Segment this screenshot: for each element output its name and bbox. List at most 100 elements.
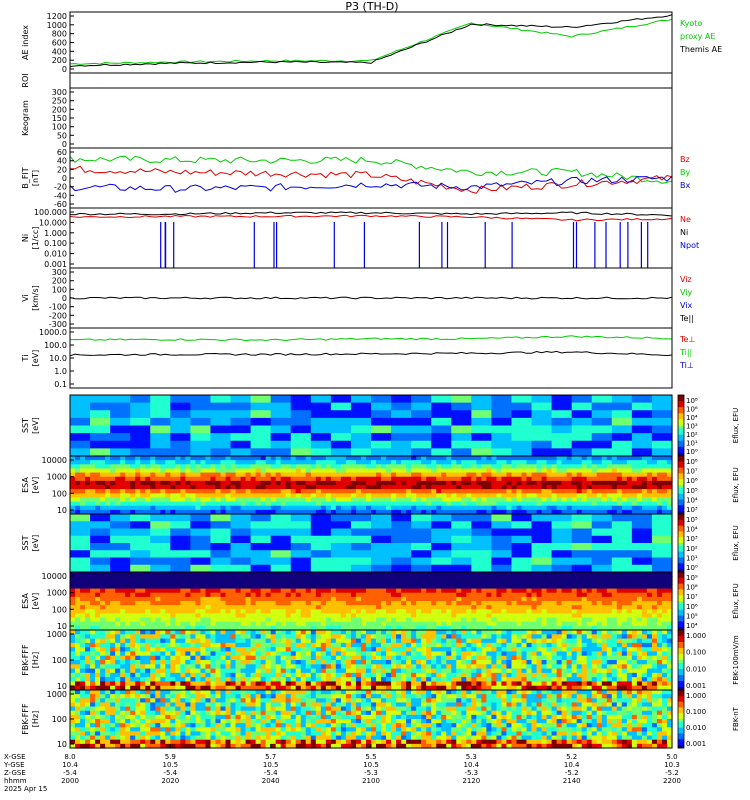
spectrogram-cell [360, 672, 367, 678]
spectrogram-cell [636, 501, 643, 507]
spectrogram-cell [360, 668, 367, 674]
spectrogram-cell [355, 625, 362, 631]
spectrogram-cell [290, 472, 297, 478]
spectrogram-cell [350, 601, 357, 606]
spectrogram-cell [391, 468, 397, 474]
spectrogram-cell [115, 472, 121, 478]
spectrogram-cell [165, 613, 171, 619]
spectrogram-cell [551, 402, 573, 411]
spectrogram-cell [461, 601, 467, 606]
spectrogram-cell [406, 596, 412, 602]
spectrogram-cell [330, 601, 337, 606]
spectrogram-cell [295, 642, 302, 648]
spectrogram-cell [125, 681, 131, 687]
spectrogram-cell [335, 480, 342, 486]
spectrogram-cell [661, 601, 668, 606]
y-tick-label: 100 [52, 123, 67, 132]
spectrogram-cell [611, 514, 633, 522]
spectrogram-cell [220, 685, 227, 691]
spectrogram-cell [110, 664, 116, 670]
spectrogram-cell [260, 655, 267, 661]
spectrogram-cell [340, 464, 347, 470]
spectrogram-cell [105, 592, 111, 598]
spectrogram-cell [646, 596, 653, 602]
spectrogram-cell [496, 588, 503, 594]
spectrogram-cell [245, 476, 252, 482]
spectrogram-cell [170, 489, 176, 494]
spectrogram-cell [150, 535, 171, 544]
y-tick-label: 50 [57, 131, 67, 140]
spectrogram-cell [130, 588, 136, 594]
spectrogram-cell [571, 557, 593, 566]
spectrogram-cell [631, 588, 638, 594]
spectrogram-cell [105, 668, 111, 674]
spectrogram-cell [591, 489, 598, 494]
spectrogram-cell [150, 681, 156, 687]
spectrogram-cell [145, 655, 151, 661]
spectrogram-cell [110, 588, 116, 594]
spectrogram-cell [421, 572, 427, 577]
spectrogram-cell [120, 464, 126, 470]
spectrogram-cell [371, 521, 392, 530]
spectrogram-cell [666, 613, 673, 619]
spectrogram-cell [350, 417, 372, 427]
spectrogram-cell [365, 621, 372, 627]
y-tick-label: 0.100 [44, 239, 67, 248]
spectrogram-cell [195, 493, 202, 499]
spectrogram-cell [250, 584, 257, 590]
spectrogram-cell [345, 621, 352, 627]
spectrogram-cell [571, 402, 593, 411]
spectrogram-cell [85, 672, 91, 678]
spectrogram-cell [376, 501, 382, 507]
spectrogram-cell [461, 497, 467, 503]
spectrogram-cell [165, 677, 171, 683]
spectrogram-cell [626, 468, 633, 474]
spectrogram-cell [350, 535, 372, 544]
spectrogram-cell [451, 564, 472, 573]
spectrogram-cell [235, 489, 242, 494]
spectrogram-cell [230, 395, 252, 404]
spectrogram-cell [290, 489, 297, 494]
spectrogram-cell [641, 480, 648, 486]
spectrogram-cell [305, 497, 312, 503]
spectrogram-cell [371, 609, 377, 615]
spectrogram-cell [330, 617, 337, 623]
spectrogram-cell [115, 464, 121, 470]
spectrogram-cell [571, 497, 578, 503]
spectrogram-cell [280, 576, 287, 581]
spectrogram-cell [566, 605, 573, 610]
spectrogram-cell [85, 668, 91, 674]
spectrogram-cell [626, 485, 633, 490]
spectrogram-cell [521, 460, 528, 465]
spectrogram-cell [340, 468, 347, 474]
spectrogram-cell [365, 651, 372, 657]
spectrogram-cell [561, 476, 568, 482]
spectrogram-cell [110, 417, 131, 427]
spectrogram-cell [506, 625, 513, 631]
spectrogram-cell [250, 464, 257, 470]
spectrogram-cell [235, 638, 242, 644]
spectrogram-cell [411, 584, 417, 590]
spectrogram-cell [275, 480, 282, 486]
spectrogram-cell [656, 464, 663, 470]
spectrogram-cell [340, 672, 347, 678]
spectrogram-cell [486, 456, 492, 461]
spectrogram-cell [521, 601, 528, 606]
spectrogram-cell [80, 584, 86, 590]
spectrogram-cell [285, 592, 292, 598]
spectrogram-cell [235, 685, 242, 691]
spectrogram-cell [476, 576, 482, 581]
spectrogram-cell [190, 592, 197, 598]
spectrogram-cell [320, 617, 327, 623]
spectrogram-cell [616, 584, 623, 590]
spectrogram-cell [315, 460, 322, 465]
spectrogram-cell [381, 664, 387, 670]
spectrogram-cell [586, 464, 593, 470]
spectrogram-cell [501, 493, 508, 499]
spectrogram-cell [280, 621, 287, 627]
spectrogram-cell [140, 660, 146, 665]
spectrogram-cell [310, 395, 332, 404]
spectrogram-cell [541, 576, 548, 581]
spectrogram-cell [350, 617, 357, 623]
spectrogram-cell [280, 468, 287, 474]
